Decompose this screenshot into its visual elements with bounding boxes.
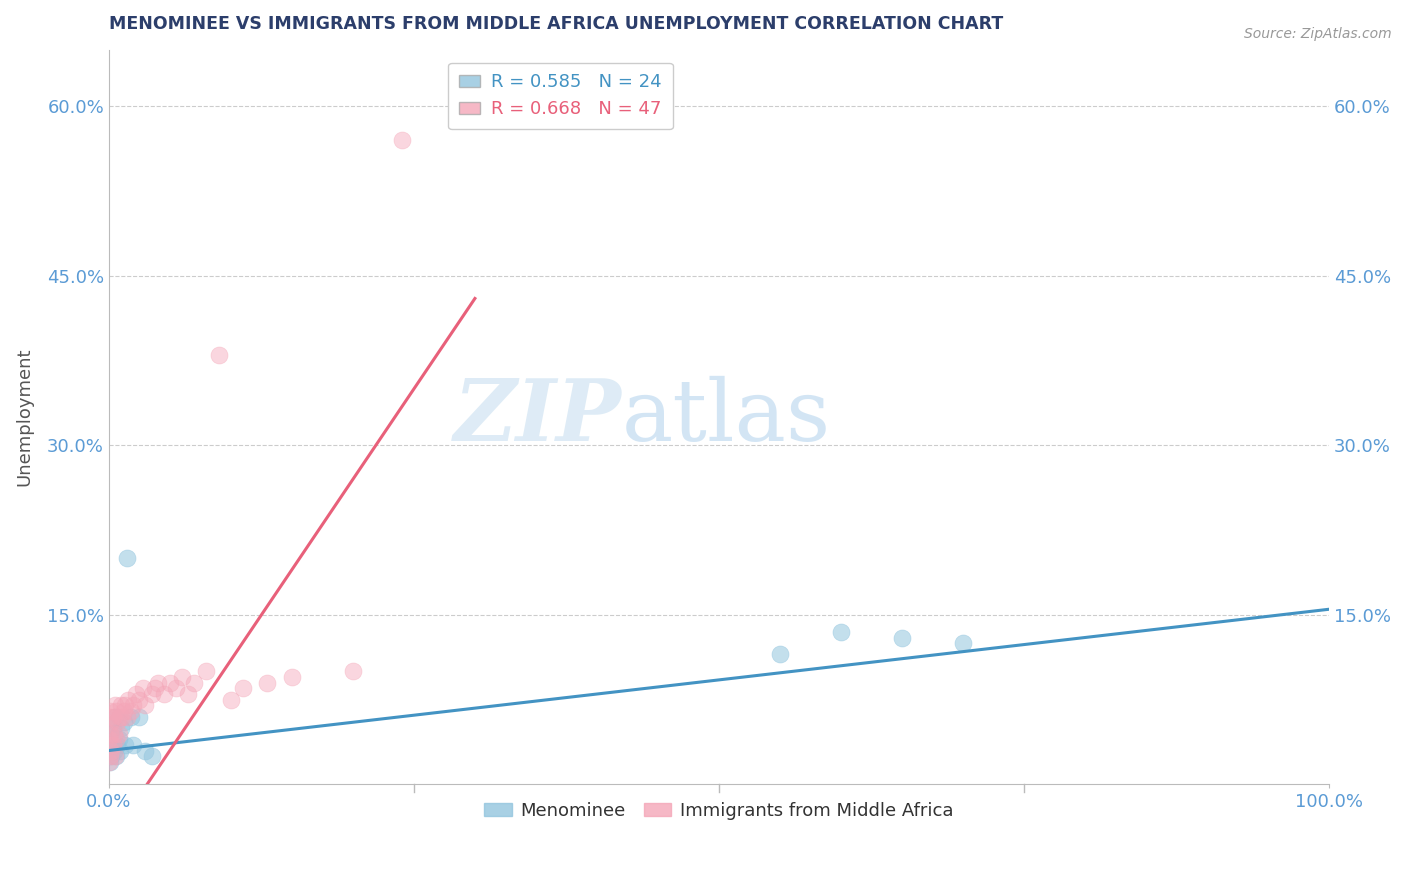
Point <box>108 709 131 723</box>
Point <box>112 715 135 730</box>
Text: atlas: atlas <box>621 376 831 458</box>
Point <box>183 675 205 690</box>
Point <box>104 749 127 764</box>
Point <box>143 681 166 696</box>
Point <box>97 709 120 723</box>
Point <box>97 755 120 769</box>
Point <box>98 755 121 769</box>
Point <box>97 732 120 747</box>
Point <box>115 551 138 566</box>
Point <box>107 732 129 747</box>
Point <box>108 743 131 757</box>
Point <box>110 721 132 735</box>
Point <box>122 698 145 713</box>
Point <box>152 687 174 701</box>
Point <box>110 698 132 713</box>
Point <box>107 726 129 740</box>
Point <box>891 631 914 645</box>
Point <box>115 709 138 723</box>
Point <box>141 687 163 701</box>
Point <box>134 743 156 757</box>
Point <box>159 675 181 690</box>
Point <box>107 738 129 752</box>
Point <box>146 675 169 690</box>
Point <box>830 624 852 639</box>
Point <box>125 687 148 701</box>
Point <box>195 665 218 679</box>
Point <box>112 704 135 718</box>
Point <box>342 665 364 679</box>
Point <box>97 743 120 757</box>
Point <box>104 698 127 713</box>
Point <box>132 681 155 696</box>
Point <box>103 726 125 740</box>
Text: Source: ZipAtlas.com: Source: ZipAtlas.com <box>1244 27 1392 41</box>
Point <box>391 133 413 147</box>
Point <box>141 749 163 764</box>
Point <box>100 715 122 730</box>
Point <box>208 348 231 362</box>
Point <box>100 749 122 764</box>
Point <box>172 670 194 684</box>
Point <box>98 749 121 764</box>
Point <box>101 738 124 752</box>
Point <box>105 732 128 747</box>
Point <box>103 743 125 757</box>
Point <box>232 681 254 696</box>
Legend: Menominee, Immigrants from Middle Africa: Menominee, Immigrants from Middle Africa <box>477 795 960 827</box>
Point <box>100 743 122 757</box>
Point <box>111 709 134 723</box>
Point <box>105 749 128 764</box>
Point <box>98 726 121 740</box>
Point <box>177 687 200 701</box>
Point <box>105 704 128 718</box>
Point <box>104 709 127 723</box>
Point <box>165 681 187 696</box>
Text: ZIP: ZIP <box>454 376 621 458</box>
Point <box>952 636 974 650</box>
Point <box>101 721 124 735</box>
Point <box>117 692 139 706</box>
Text: MENOMINEE VS IMMIGRANTS FROM MIDDLE AFRICA UNEMPLOYMENT CORRELATION CHART: MENOMINEE VS IMMIGRANTS FROM MIDDLE AFRI… <box>108 15 1002 33</box>
Y-axis label: Unemployment: Unemployment <box>15 348 32 486</box>
Point <box>256 675 278 690</box>
Point <box>281 670 304 684</box>
Point <box>98 704 121 718</box>
Point <box>128 709 150 723</box>
Point <box>219 692 242 706</box>
Point <box>107 715 129 730</box>
Point <box>122 738 145 752</box>
Point <box>98 726 121 740</box>
Point <box>128 692 150 706</box>
Point <box>134 698 156 713</box>
Point <box>101 709 124 723</box>
Point <box>114 698 136 713</box>
Point <box>769 648 792 662</box>
Point <box>120 709 142 723</box>
Point <box>120 704 142 718</box>
Point <box>114 738 136 752</box>
